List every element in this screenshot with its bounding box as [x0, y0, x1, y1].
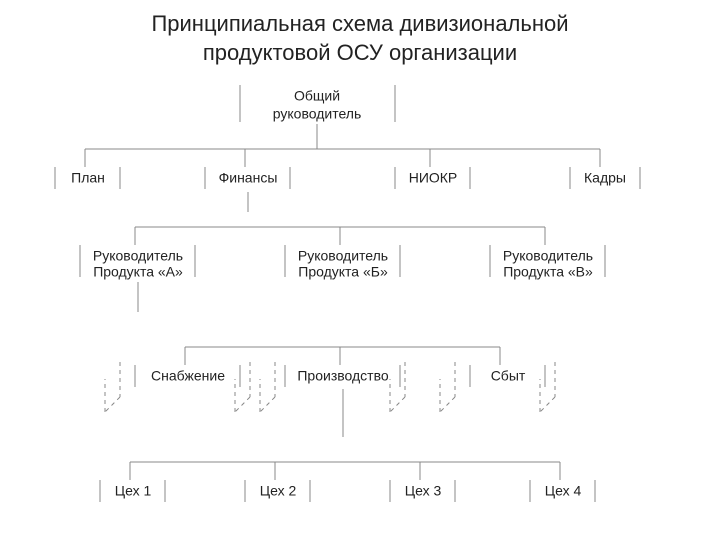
node-supply: Снабжение [151, 368, 225, 384]
svg-text:Продукта «Б»: Продукта «Б» [298, 264, 388, 280]
svg-text:Продукта «В»: Продукта «В» [503, 264, 593, 280]
node-ceh1: Цех 1 [115, 483, 152, 499]
svg-text:Руководитель: Руководитель [298, 248, 388, 264]
node-ceh4: Цех 4 [545, 483, 582, 499]
title-line-2: продуктовой ОСУ организации [203, 40, 517, 65]
page-title: Принципиальная схема дивизиональной прод… [0, 0, 720, 67]
node-prod-b: Руководитель Продукта «Б» [298, 248, 388, 280]
node-root-l2: руководитель [273, 106, 361, 122]
node-ceh3: Цех 3 [405, 483, 442, 499]
node-niokr: НИОКР [409, 170, 458, 186]
org-chart-diagram: Общий руководитель План Финансы НИОКР Ка… [0, 67, 720, 537]
svg-text:Руководитель: Руководитель [503, 248, 593, 264]
node-prod-a: Руководитель Продукта «А» [93, 248, 183, 280]
title-line-1: Принципиальная схема дивизиональной [151, 11, 568, 36]
node-prod-c: Руководитель Продукта «В» [503, 248, 593, 280]
node-finance: Финансы [219, 170, 278, 186]
node-plan: План [71, 170, 105, 186]
svg-text:Руководитель: Руководитель [93, 248, 183, 264]
node-root: Общий руководитель [240, 85, 395, 122]
node-prod: Производство [297, 368, 388, 384]
node-ceh2: Цех 2 [260, 483, 297, 499]
svg-text:Продукта «А»: Продукта «А» [93, 264, 183, 280]
node-kadry: Кадры [584, 170, 626, 186]
node-root-l1: Общий [294, 88, 340, 104]
node-sbyt: Сбыт [491, 368, 526, 384]
